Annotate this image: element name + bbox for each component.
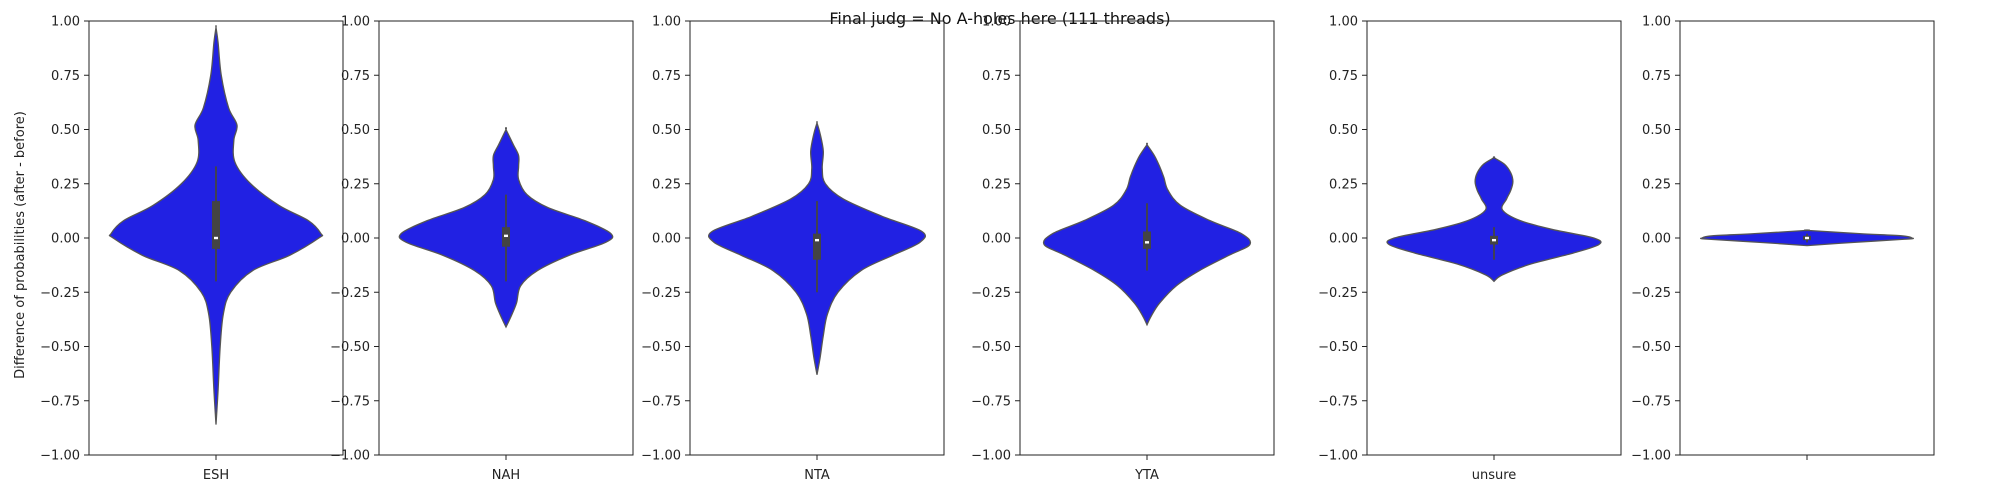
violin-median-nta-2 — [815, 238, 819, 242]
x-tick-label-nah-1: NAH — [492, 468, 520, 483]
y-tick-label-unsure-4-5: 0.25 — [1329, 177, 1358, 192]
y-tick-label-blank-5-5: 0.25 — [1642, 177, 1671, 192]
violin-panels: −1.00 −0.75 −0.50 −0.25 0.00 0.25 0.50 0.75 1.00… — [40, 15, 1935, 483]
y-tick-label-nta-2-5: 0.25 — [652, 177, 681, 192]
y-tick-label-yta-3-4: 0.00 — [982, 232, 1011, 247]
y-tick-label-esh-0-7: 0.75 — [51, 69, 80, 84]
violin-body-unsure-4 — [1386, 156, 1602, 283]
y-tick-label-nta-2-3: −0.25 — [641, 286, 681, 301]
violin-median-blank-5 — [1805, 236, 1809, 240]
y-tick-label-nah-1-7: 0.75 — [341, 69, 370, 84]
figure-title: Final judg = No A-holes here (111 thread… — [829, 9, 1170, 28]
y-tick-label-nah-1-3: −0.25 — [330, 286, 370, 301]
y-tick-label-blank-5-4: 0.00 — [1642, 232, 1671, 247]
y-tick-label-unsure-4-7: 0.75 — [1329, 69, 1358, 84]
y-tick-label-yta-3-7: 0.75 — [982, 69, 1011, 84]
y-tick-label-blank-5-7: 0.75 — [1642, 69, 1671, 84]
y-tick-label-yta-3-3: −0.25 — [971, 286, 1011, 301]
y-tick-label-yta-3-6: 0.50 — [982, 123, 1011, 138]
panel-blank-5: −1.00 −0.75 −0.50 −0.25 0.00 0.25 0.50 0.75 1.00 — [1631, 15, 1935, 464]
x-tick-label-unsure-4: unsure — [1472, 468, 1517, 483]
y-tick-label-unsure-4-3: −0.25 — [1318, 286, 1358, 301]
panel-nah-1: −1.00 −0.75 −0.50 −0.25 0.00 0.25 0.50 0.75 1.00… — [330, 15, 634, 483]
x-tick-label-yta-3: YTA — [1134, 468, 1159, 483]
violin-median-nah-1 — [504, 234, 508, 238]
y-tick-label-nah-1-5: 0.25 — [341, 177, 370, 192]
y-tick-label-blank-5-6: 0.50 — [1642, 123, 1671, 138]
y-tick-label-nah-1-1: −0.75 — [330, 394, 370, 409]
y-tick-label-blank-5-0: −1.00 — [1631, 449, 1671, 464]
y-tick-label-unsure-4-0: −1.00 — [1318, 449, 1358, 464]
violin-median-yta-3 — [1145, 241, 1149, 244]
y-tick-label-esh-0-6: 0.50 — [51, 123, 80, 138]
violin-median-esh-0 — [214, 236, 218, 240]
y-tick-label-nta-2-1: −0.75 — [641, 394, 681, 409]
y-tick-label-nta-2-7: 0.75 — [652, 69, 681, 84]
y-tick-label-yta-3-1: −0.75 — [971, 394, 1011, 409]
y-tick-label-yta-3-0: −1.00 — [971, 449, 1011, 464]
panel-yta-3: −1.00 −0.75 −0.50 −0.25 0.00 0.25 0.50 0.75 1.00… — [971, 15, 1275, 483]
y-tick-label-unsure-4-8: 1.00 — [1329, 15, 1358, 30]
y-tick-label-blank-5-2: −0.50 — [1631, 340, 1671, 355]
y-tick-label-unsure-4-1: −0.75 — [1318, 394, 1358, 409]
y-tick-label-esh-0-3: −0.25 — [40, 286, 80, 301]
y-tick-label-yta-3-5: 0.25 — [982, 177, 1011, 192]
y-tick-label-esh-0-0: −1.00 — [40, 449, 80, 464]
y-tick-label-blank-5-8: 1.00 — [1642, 15, 1671, 30]
violin-iqr-box-esh-0 — [212, 201, 220, 249]
y-tick-label-blank-5-1: −0.75 — [1631, 394, 1671, 409]
y-tick-label-nta-2-0: −1.00 — [641, 449, 681, 464]
violin-iqr-box-nta-2 — [813, 233, 821, 260]
y-tick-label-esh-0-8: 1.00 — [51, 15, 80, 30]
y-tick-label-yta-3-8: 1.00 — [982, 15, 1011, 30]
y-tick-label-esh-0-5: 0.25 — [51, 177, 80, 192]
y-tick-label-unsure-4-2: −0.50 — [1318, 340, 1358, 355]
y-tick-label-nta-2-6: 0.50 — [652, 123, 681, 138]
y-tick-label-unsure-4-4: 0.00 — [1329, 232, 1358, 247]
y-tick-label-esh-0-1: −0.75 — [40, 394, 80, 409]
panel-nta-2: −1.00 −0.75 −0.50 −0.25 0.00 0.25 0.50 0.75 1.00… — [641, 15, 945, 483]
x-tick-label-esh-0: ESH — [203, 468, 229, 483]
y-tick-label-nah-1-0: −1.00 — [330, 449, 370, 464]
violin-iqr-box-yta-3 — [1143, 231, 1151, 249]
y-tick-label-esh-0-4: 0.00 — [51, 232, 80, 247]
y-tick-label-yta-3-2: −0.50 — [971, 340, 1011, 355]
y-tick-label-nah-1-2: −0.50 — [330, 340, 370, 355]
y-tick-label-nta-2-2: −0.50 — [641, 340, 681, 355]
x-tick-label-nta-2: NTA — [804, 468, 830, 483]
panel-esh-0: −1.00 −0.75 −0.50 −0.25 0.00 0.25 0.50 0.75 1.00… — [40, 15, 344, 483]
y-tick-label-blank-5-3: −0.25 — [1631, 286, 1671, 301]
y-axis-label: Difference of probabilities (after - bef… — [13, 111, 28, 379]
violin-median-unsure-4 — [1492, 238, 1496, 242]
y-tick-label-unsure-4-6: 0.50 — [1329, 123, 1358, 138]
y-tick-label-nta-2-4: 0.00 — [652, 232, 681, 247]
y-tick-label-nah-1-4: 0.00 — [341, 232, 370, 247]
y-tick-label-nah-1-6: 0.50 — [341, 123, 370, 138]
y-tick-label-nah-1-8: 1.00 — [341, 15, 370, 30]
y-tick-label-nta-2-8: 1.00 — [652, 15, 681, 30]
y-tick-label-esh-0-2: −0.50 — [40, 340, 80, 355]
panel-unsure-4: −1.00 −0.75 −0.50 −0.25 0.00 0.25 0.50 0.75 1.00… — [1318, 15, 1622, 483]
